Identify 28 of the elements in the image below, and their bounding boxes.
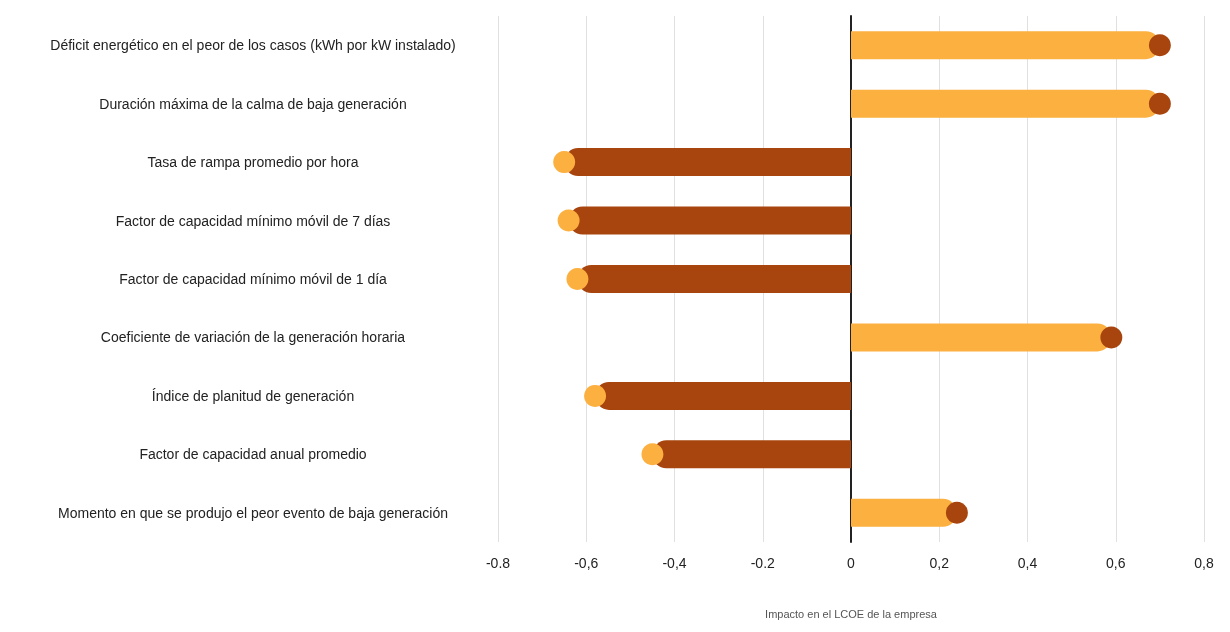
y-tick-label: Momento en que se produjo el peor evento de baja generación [58,504,448,521]
point [1148,34,1171,57]
point [641,443,664,466]
y-tick-label: Factor de capacidad mínimo móvil de 7 días [115,212,391,229]
point [1100,326,1123,349]
x-tick-label: 0,6 [1106,555,1126,571]
point [945,501,968,524]
point [557,209,580,232]
y-tick-label: Déficit energético en el peor de los casos (kWh por kW instalado) [50,37,456,54]
point [1148,92,1171,115]
y-tick-label: Índice de planitud de generación [151,387,355,404]
y-tick-label: Coeficiente de variación de la generación horaria [100,329,406,346]
y-tick-label: Factor de capacidad mínimo móvil de 1 día [119,271,388,287]
point [553,151,576,174]
x-tick-label: -0.8 [485,555,511,571]
y-tick-label: Factor de capacidad anual promedio [139,446,367,463]
y-tick-label: Tasa de rampa promedio por hora [147,154,359,171]
point [584,384,607,407]
x-tick-label: 0 [847,555,856,571]
y-tick-label: Duración máxima de la calma de baja generación [99,95,407,112]
point [566,268,589,290]
x-tick-label: 0,2 [929,555,950,571]
x-tick-label: 0,8 [1194,555,1214,571]
x-axis-title: Impacto en el LCOE de la empresa [765,607,938,620]
x-tick-label: -0.2 [750,555,776,571]
x-tick-label: -0,6 [574,555,599,571]
x-tick-label: -0,4 [662,555,687,571]
x-tick-label: 0,4 [1017,555,1038,571]
